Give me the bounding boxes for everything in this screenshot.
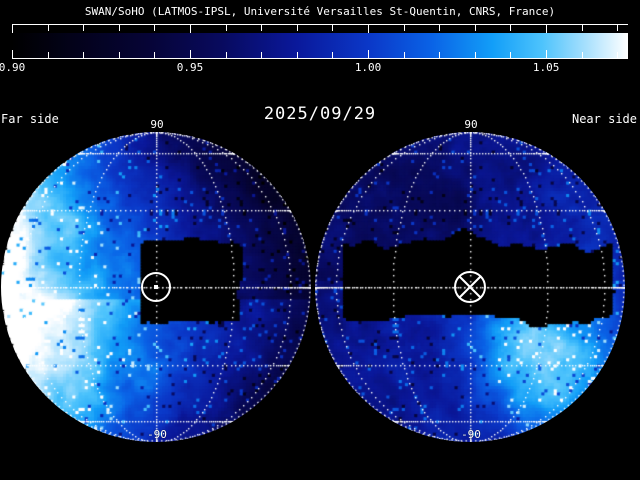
colorbar-tick xyxy=(154,52,155,58)
colorbar-tick xyxy=(439,25,440,31)
colorbar-tick xyxy=(617,52,618,58)
colorbar-tick xyxy=(546,50,547,59)
colorbar-tick xyxy=(190,50,191,59)
near-side-south-pole-label: -90 xyxy=(461,428,481,441)
observation-date: 2025/09/29 xyxy=(263,104,377,124)
colorbar-tick xyxy=(261,52,262,58)
colorbar-tick xyxy=(332,52,333,58)
colorbar-tick xyxy=(12,50,13,59)
colorbar-tick xyxy=(119,25,120,31)
colorbar-tick xyxy=(439,52,440,58)
colorbar-tick xyxy=(119,52,120,58)
near-side-north-pole-label: 90 xyxy=(464,118,478,131)
colorbar-tick-label: 1.00 xyxy=(354,61,382,74)
colorbar-tick-label: 0.90 xyxy=(0,61,26,74)
colorbar-tick xyxy=(510,25,511,31)
colorbar-tick xyxy=(48,52,49,58)
colorbar-tick xyxy=(368,25,369,33)
colorbar-tick xyxy=(475,25,476,31)
far-side-label: Far side xyxy=(1,112,59,126)
colorbar-top-axis xyxy=(12,24,628,25)
colorbar-tick xyxy=(582,52,583,58)
colorbar-tick xyxy=(190,25,191,33)
colorbar-tick xyxy=(297,25,298,31)
colorbar-tick xyxy=(12,25,13,33)
colorbar-tick xyxy=(332,25,333,31)
colorbar-tick xyxy=(226,52,227,58)
colorbar-tick xyxy=(404,52,405,58)
colorbar-tick-label: 1.05 xyxy=(532,61,560,74)
colorbar-tick xyxy=(226,25,227,31)
colorbar-tick xyxy=(617,25,618,31)
figure-title: SWAN/SoHO (LATMOS-IPSL, Université Versa… xyxy=(84,5,556,18)
colorbar-tick xyxy=(582,25,583,31)
colorbar-tick xyxy=(546,25,547,33)
colorbar: 0.90 0.95 1.00 1.05 xyxy=(0,24,628,86)
antisolar-point-marker xyxy=(141,272,171,302)
colorbar-tick xyxy=(368,50,369,59)
colorbar-tick xyxy=(297,52,298,58)
colorbar-tick-label: 0.95 xyxy=(176,61,204,74)
colorbar-tick xyxy=(261,25,262,31)
colorbar-bottom-axis xyxy=(12,58,628,59)
sun-position-marker xyxy=(454,271,486,303)
far-side-south-pole-label: -90 xyxy=(147,428,167,441)
colorbar-tick xyxy=(404,25,405,31)
colorbar-tick xyxy=(83,25,84,31)
colorbar-tick xyxy=(475,52,476,58)
colorbar-tick xyxy=(48,25,49,31)
near-side-label: Near side xyxy=(571,112,637,126)
far-side-north-pole-label: 90 xyxy=(150,118,164,131)
colorbar-tick xyxy=(510,52,511,58)
colorbar-tick xyxy=(154,25,155,31)
colorbar-gradient xyxy=(12,33,628,58)
colorbar-tick xyxy=(83,52,84,58)
